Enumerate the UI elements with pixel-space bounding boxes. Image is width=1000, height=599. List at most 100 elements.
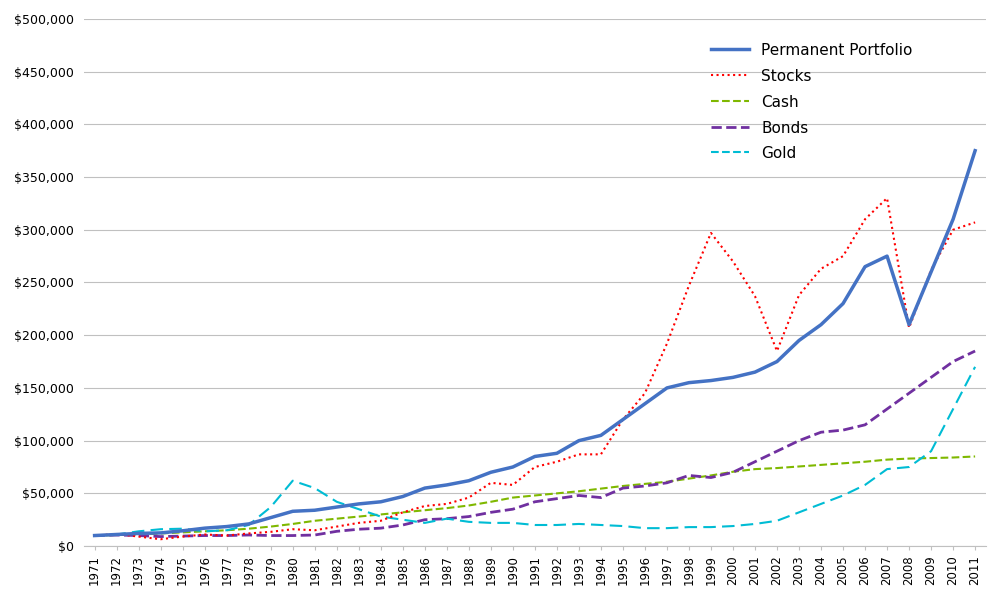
Gold xyxy=(309,485,321,492)
Stocks xyxy=(419,503,431,510)
Bonds xyxy=(419,516,431,524)
Permanent Portfolio xyxy=(529,453,541,460)
Cash xyxy=(199,528,211,535)
Stocks xyxy=(727,258,739,265)
Permanent Portfolio xyxy=(287,508,299,515)
Stocks xyxy=(969,219,981,226)
Cash xyxy=(375,511,387,518)
Gold xyxy=(859,482,871,489)
Stocks xyxy=(815,265,827,273)
Gold xyxy=(331,498,343,506)
Bonds xyxy=(771,447,783,455)
Stocks xyxy=(353,519,365,527)
Cash xyxy=(903,455,915,462)
Permanent Portfolio xyxy=(837,300,849,307)
Permanent Portfolio xyxy=(111,531,123,538)
Gold xyxy=(683,524,695,531)
Permanent Portfolio xyxy=(859,263,871,270)
Cash xyxy=(969,453,981,460)
Stocks xyxy=(463,494,475,501)
Cash xyxy=(133,531,145,538)
Stocks xyxy=(903,324,915,331)
Stocks xyxy=(309,527,321,534)
Permanent Portfolio xyxy=(485,468,497,476)
Cash xyxy=(617,482,629,489)
Line: Permanent Portfolio: Permanent Portfolio xyxy=(95,151,975,536)
Gold xyxy=(353,506,365,513)
Cash xyxy=(925,455,937,462)
Stocks xyxy=(243,530,255,537)
Gold xyxy=(89,532,101,539)
Stocks xyxy=(551,458,563,465)
Permanent Portfolio xyxy=(155,530,167,537)
Cash xyxy=(661,478,673,485)
Permanent Portfolio xyxy=(617,416,629,423)
Permanent Portfolio xyxy=(705,377,717,384)
Gold xyxy=(793,509,805,516)
Cash xyxy=(243,525,255,533)
Cash xyxy=(947,454,959,461)
Gold xyxy=(925,447,937,455)
Cash xyxy=(573,488,585,495)
Cash xyxy=(881,456,893,463)
Cash xyxy=(771,464,783,471)
Bonds xyxy=(529,498,541,506)
Bonds xyxy=(683,472,695,479)
Permanent Portfolio xyxy=(881,253,893,260)
Stocks xyxy=(881,195,893,202)
Cash xyxy=(89,532,101,539)
Bonds xyxy=(485,509,497,516)
Bonds xyxy=(969,347,981,355)
Gold xyxy=(177,525,189,533)
Bonds xyxy=(463,513,475,520)
Permanent Portfolio xyxy=(639,400,651,407)
Bonds xyxy=(947,358,959,365)
Permanent Portfolio xyxy=(573,437,585,444)
Cash xyxy=(177,529,189,536)
Permanent Portfolio xyxy=(727,374,739,381)
Cash xyxy=(463,502,475,509)
Gold xyxy=(155,525,167,533)
Gold xyxy=(243,521,255,528)
Gold xyxy=(485,519,497,527)
Cash xyxy=(287,521,299,528)
Cash xyxy=(551,490,563,497)
Gold xyxy=(815,500,827,507)
Bonds xyxy=(727,468,739,476)
Stocks xyxy=(683,282,695,289)
Gold xyxy=(969,363,981,370)
Line: Cash: Cash xyxy=(95,456,975,536)
Cash xyxy=(727,468,739,476)
Cash xyxy=(353,513,365,520)
Bonds xyxy=(573,492,585,499)
Bonds xyxy=(859,421,871,428)
Cash xyxy=(397,509,409,516)
Bonds xyxy=(639,482,651,489)
Bonds xyxy=(133,532,145,539)
Gold xyxy=(595,521,607,528)
Cash xyxy=(749,465,761,473)
Cash xyxy=(639,480,651,488)
Stocks xyxy=(595,451,607,458)
Permanent Portfolio xyxy=(243,521,255,528)
Gold xyxy=(771,517,783,524)
Stocks xyxy=(639,389,651,397)
Stocks xyxy=(507,482,519,489)
Gold xyxy=(903,464,915,471)
Bonds xyxy=(265,532,277,539)
Permanent Portfolio xyxy=(397,493,409,500)
Permanent Portfolio xyxy=(199,525,211,532)
Bonds xyxy=(925,374,937,381)
Stocks xyxy=(661,340,673,347)
Stocks xyxy=(947,226,959,234)
Bonds xyxy=(793,437,805,444)
Gold xyxy=(441,515,453,522)
Stocks xyxy=(793,292,805,299)
Stocks xyxy=(199,531,211,538)
Bonds xyxy=(353,525,365,533)
Stocks xyxy=(265,528,277,536)
Bonds xyxy=(705,474,717,481)
Permanent Portfolio xyxy=(419,485,431,492)
Bonds xyxy=(815,429,827,436)
Permanent Portfolio xyxy=(507,464,519,471)
